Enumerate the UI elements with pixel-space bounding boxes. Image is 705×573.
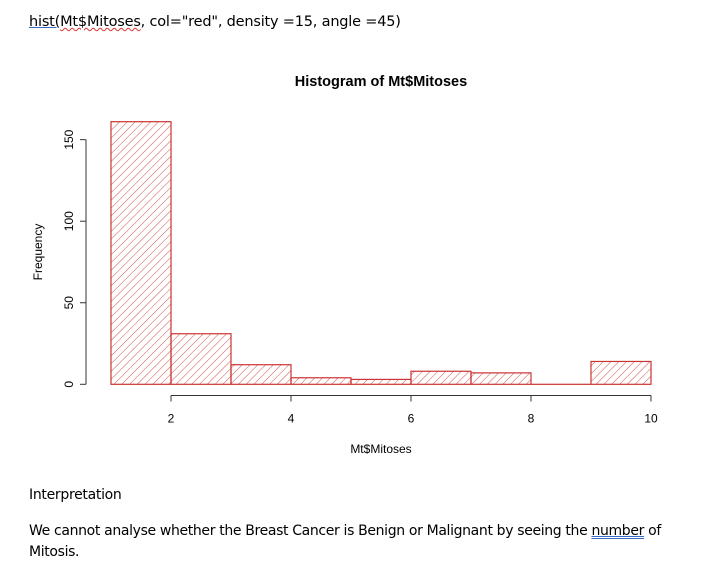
chart-title: Histogram of Mt$Mitoses <box>295 74 467 90</box>
x-tick-label: 6 <box>408 412 415 426</box>
histogram-bar-outline <box>170 333 232 385</box>
y-axis: 0 50 100 150 <box>62 129 87 388</box>
histogram-bar <box>171 333 231 385</box>
histogram-bar <box>231 364 291 385</box>
interpretation-text: We cannot analyse whether the Breast Can… <box>29 521 689 563</box>
histogram-bars <box>110 121 652 385</box>
y-tick-label: 0 <box>62 381 76 388</box>
histogram-bar-outline <box>470 372 532 385</box>
code-function: hist( <box>29 14 61 30</box>
histogram-bar <box>291 377 351 385</box>
interpretation-heading: Interpretation <box>29 487 122 503</box>
y-tick-label: 100 <box>62 211 76 231</box>
interpretation-text-part: We cannot analyse whether the Breast Can… <box>29 523 592 539</box>
y-tick-label: 150 <box>62 129 76 149</box>
x-tick-label: 8 <box>528 412 535 426</box>
interpretation-text-part: of Mitosis. <box>29 523 661 560</box>
histogram-bar-outline <box>110 121 172 385</box>
histogram-bar-outline <box>590 360 652 385</box>
r-code-line: hist(Mt$Mitoses, col="red", density =15,… <box>29 14 401 30</box>
histogram-bar <box>111 121 171 385</box>
histogram-bar <box>351 379 411 385</box>
code-argument: Mt$Mitoses <box>60 14 141 30</box>
histogram-bar <box>591 361 651 385</box>
histogram-bar <box>471 372 531 385</box>
code-params: , col="red", density =15, angle =45) <box>140 14 401 30</box>
x-axis: 2 4 6 8 10 <box>168 395 658 426</box>
histogram-bar <box>411 371 471 385</box>
x-tick-label: 2 <box>168 412 175 426</box>
x-tick-label: 4 <box>288 412 295 426</box>
y-tick-label: 50 <box>62 296 76 310</box>
x-tick-label: 10 <box>644 412 658 426</box>
histogram-bar-outline <box>230 364 292 385</box>
histogram-chart: Histogram of Mt$Mitoses 0 50 100 150 2 4 6 8 10… <box>31 74 658 456</box>
x-axis-label: Mt$Mitoses <box>350 442 411 456</box>
y-axis-label: Frequency <box>31 224 45 281</box>
interpretation-underlined-word: number <box>591 523 644 539</box>
